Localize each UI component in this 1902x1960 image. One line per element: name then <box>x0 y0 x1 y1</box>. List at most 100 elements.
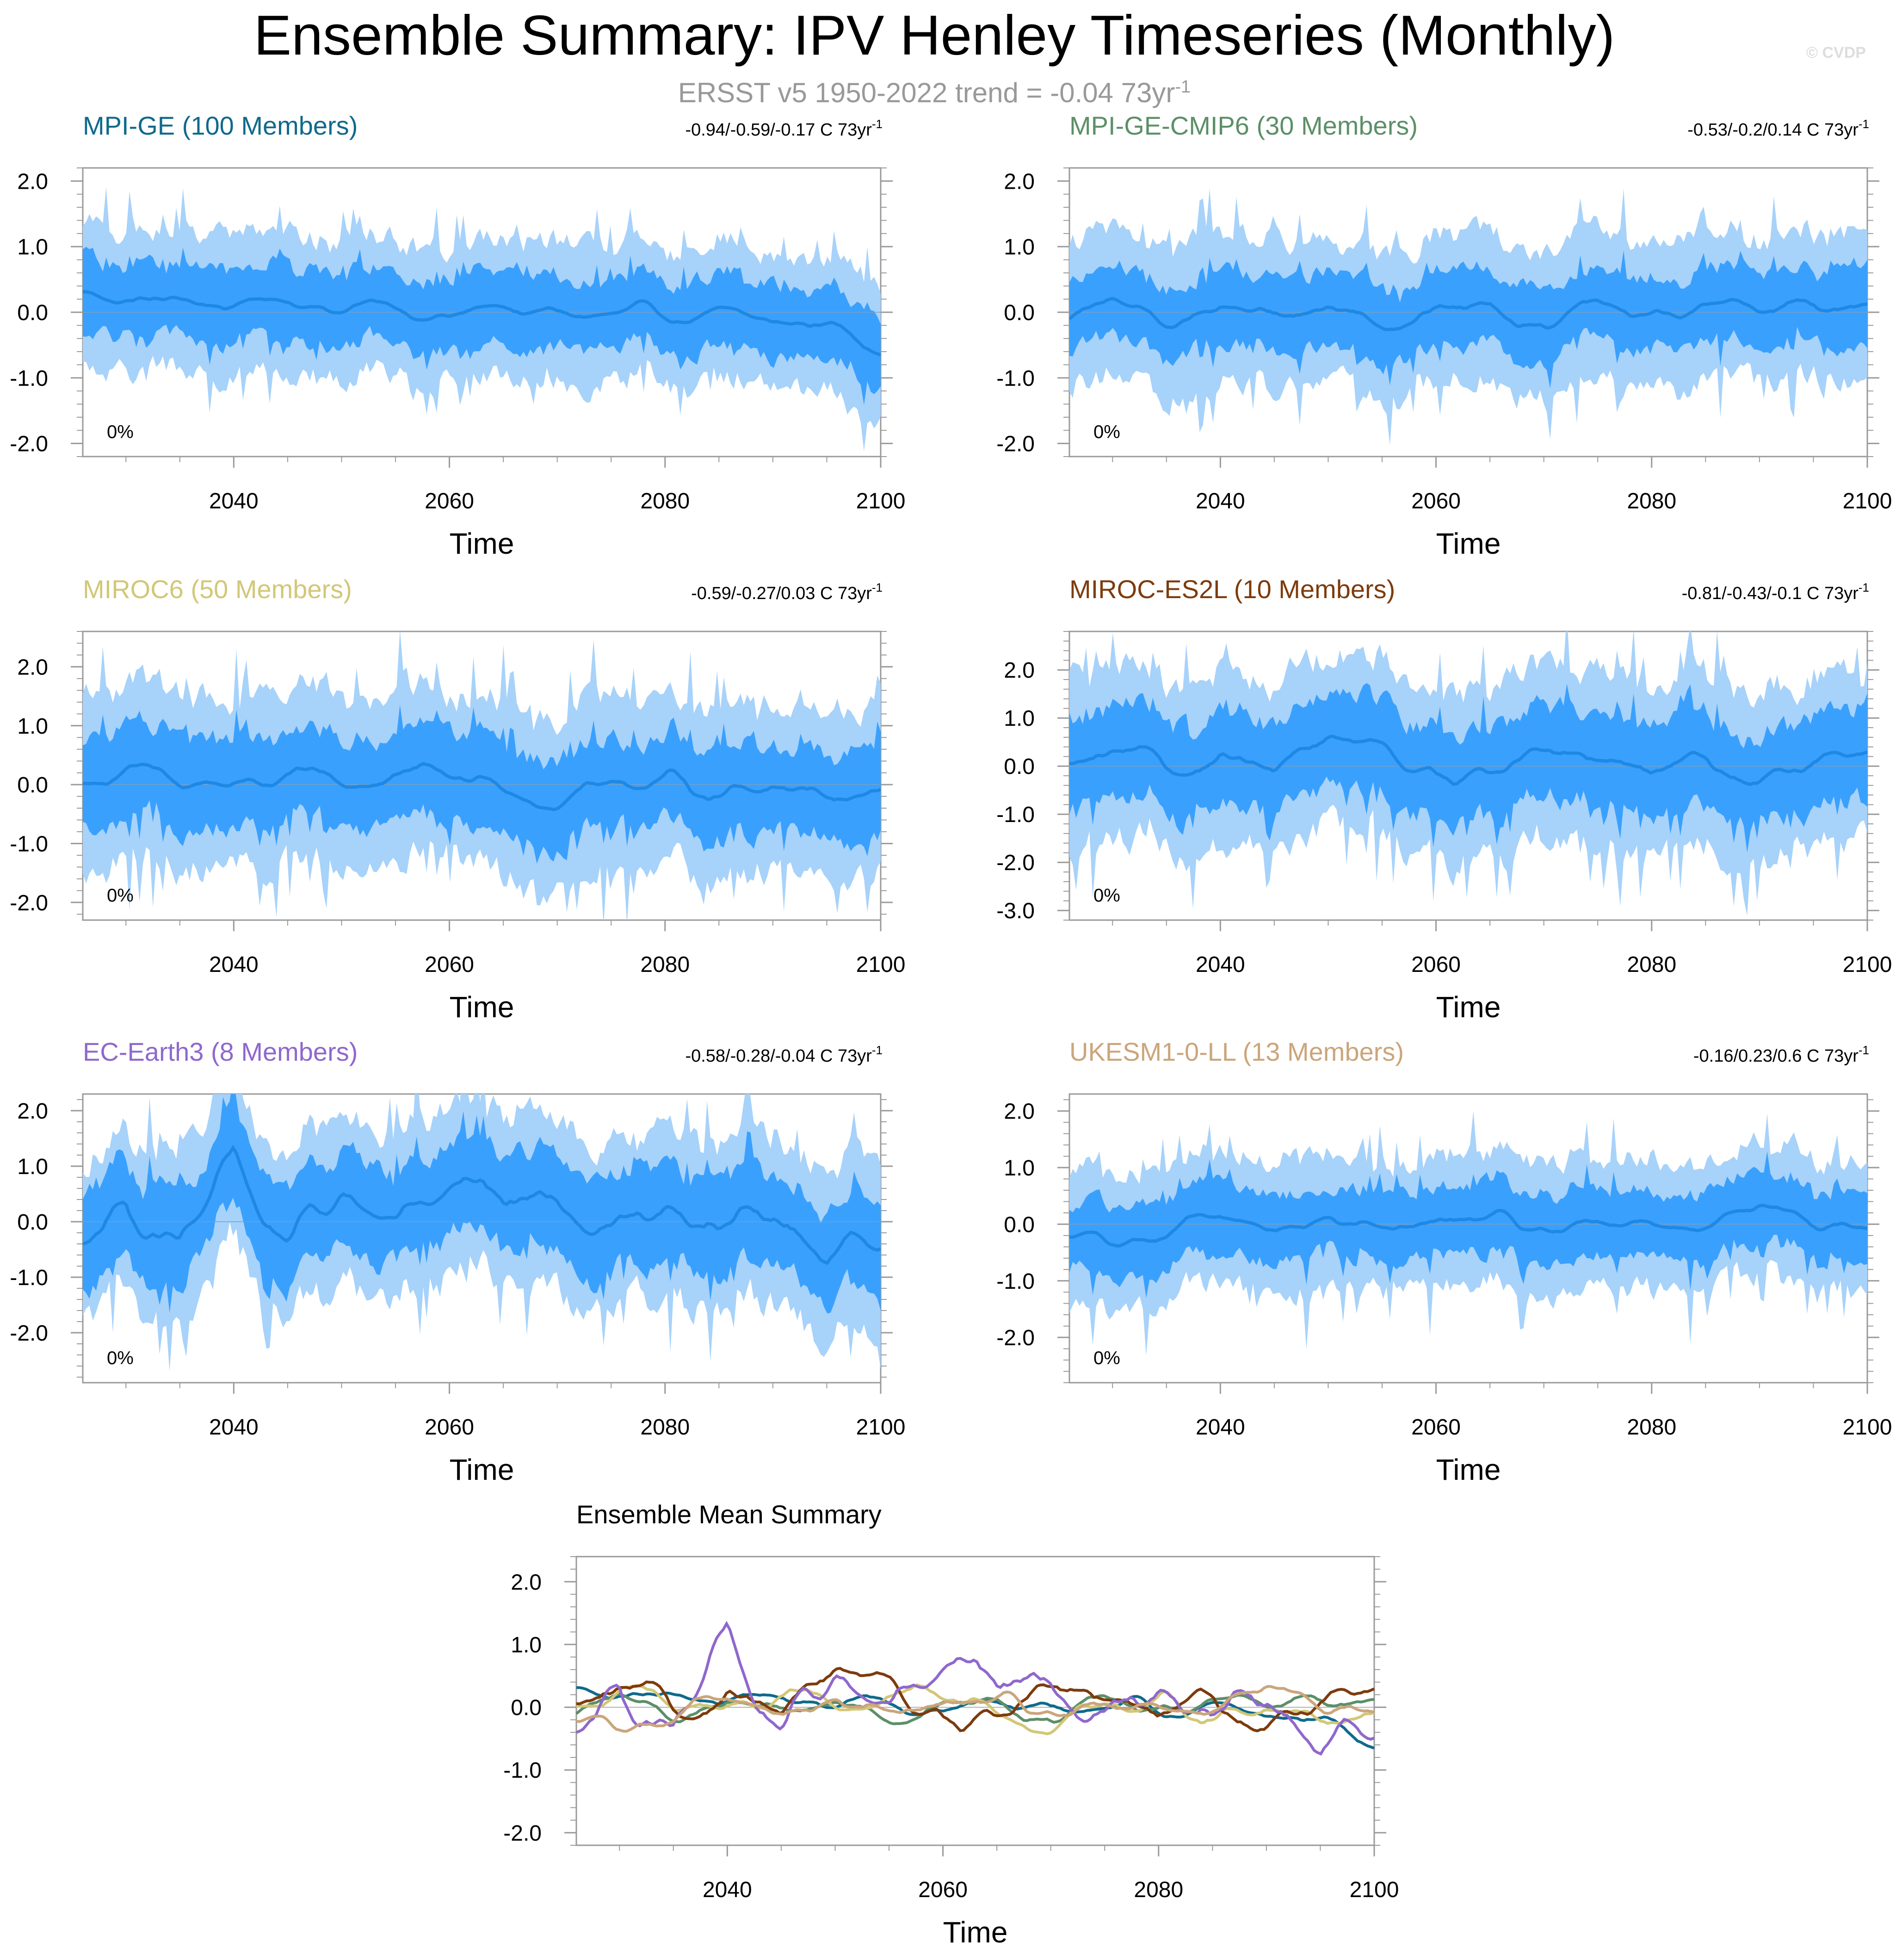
y-tick-label: 1.0 <box>17 714 48 739</box>
x-axis-label: Time <box>450 527 514 560</box>
x-tick-label: 2080 <box>1627 489 1676 513</box>
x-tick-label: 2060 <box>1411 1415 1461 1440</box>
y-tick-label: -1.0 <box>503 1758 542 1783</box>
inner-spread-band <box>83 247 881 405</box>
chart-panel-3: 2.0 1.0 0.0 -1.0 -2.0 -3.0 2040 2060 2080 2100 Tim… <box>996 575 1892 1024</box>
y-tick-label: 1.0 <box>511 1633 542 1657</box>
x-axis-label: Time <box>450 990 514 1024</box>
panel-title: UKESM1-0-LL (13 Members) <box>1069 1037 1404 1066</box>
panel-title: MIROC6 (50 Members) <box>83 575 352 604</box>
panel-trend-text: -0.94/-0.59/-0.17 C 73yr-1 <box>685 117 883 140</box>
y-tick-label: -1.0 <box>996 1269 1035 1294</box>
chart-panel-0: 2.0 1.0 0.0 -1.0 -2.0 2040 2060 2080 2100 Time MPI… <box>10 111 905 560</box>
panel-trend-text: -0.58/-0.28/-0.04 C 73yr-1 <box>685 1043 883 1066</box>
x-axis-label: Time <box>450 1453 514 1486</box>
panel-trend-text: -0.53/-0.2/0.14 C 73yr-1 <box>1687 117 1869 140</box>
y-tick-label: 2.0 <box>17 1099 48 1124</box>
y-tick-label: 1.0 <box>17 235 48 260</box>
y-tick-label: -1.0 <box>996 803 1035 827</box>
x-tick-label: 2060 <box>425 952 474 977</box>
summary-series-miroc6 <box>576 1683 1375 1736</box>
plot-area <box>83 1094 881 1372</box>
y-tick-label: 1.0 <box>17 1155 48 1179</box>
y-tick-label: 2.0 <box>17 169 48 194</box>
x-tick-label: 2100 <box>856 489 906 513</box>
panel-title: MPI-GE-CMIP6 (30 Members) <box>1069 111 1418 140</box>
x-tick-label: 2080 <box>1134 1878 1183 1902</box>
y-tick-label: 2.0 <box>1004 658 1035 683</box>
x-tick-label: 2080 <box>1627 952 1676 977</box>
x-axis-label: Time <box>1436 990 1501 1024</box>
y-tick-label: 1.0 <box>1004 706 1035 731</box>
y-tick-label: -2.0 <box>996 851 1035 875</box>
y-tick-label: 0.0 <box>17 773 48 798</box>
y-tick-label: 0.0 <box>1004 754 1035 779</box>
y-tick-label: -1.0 <box>996 366 1035 391</box>
panel-percent-label: 0% <box>107 885 134 906</box>
x-tick-label: 2040 <box>703 1878 752 1902</box>
y-tick-label: 0.0 <box>17 1210 48 1235</box>
ensemble-mean-line <box>1069 735 1867 786</box>
summary-series-ec-earth3 <box>575 1620 1375 1756</box>
y-tick-label: 2.0 <box>1004 1100 1035 1124</box>
x-axis-label: Time <box>943 1916 1008 1949</box>
y-tick-label: 0.0 <box>1004 1212 1035 1237</box>
panel-title: Ensemble Mean Summary <box>576 1500 882 1529</box>
y-tick-label: 1.0 <box>1004 1156 1035 1181</box>
x-tick-label: 2100 <box>856 1415 906 1440</box>
x-tick-label: 2060 <box>918 1878 968 1902</box>
x-tick-label: 2040 <box>209 1415 259 1440</box>
x-tick-label: 2040 <box>1196 1415 1245 1440</box>
panel-trend-text: -0.59/-0.27/0.03 C 73yr-1 <box>691 581 883 603</box>
y-tick-label: 2.0 <box>17 655 48 680</box>
x-tick-label: 2040 <box>1196 489 1245 513</box>
x-tick-label: 2040 <box>209 489 259 513</box>
y-tick-label: -2.0 <box>503 1821 542 1846</box>
y-tick-label: -1.0 <box>10 832 48 856</box>
x-tick-label: 2080 <box>640 489 690 513</box>
x-tick-label: 2060 <box>1411 952 1461 977</box>
y-tick-label: 1.0 <box>1004 235 1035 260</box>
y-tick-label: -1.0 <box>10 366 48 391</box>
panel-percent-label: 0% <box>1093 1348 1120 1368</box>
y-tick-label: -2.0 <box>10 1321 48 1346</box>
inner-spread-band <box>83 705 881 864</box>
x-axis-label: Time <box>1436 527 1501 560</box>
x-tick-label: 2080 <box>640 952 690 977</box>
outer-spread-band <box>83 1094 881 1372</box>
panel-title: MIROC-ES2L (10 Members) <box>1069 575 1395 604</box>
x-tick-label: 2060 <box>425 1415 474 1440</box>
figure-subtitle: ERSST v5 1950-2022 trend = -0.04 73yr-1 <box>0 77 1869 109</box>
panel-percent-label: 0% <box>107 1348 134 1368</box>
x-axis-label: Time <box>1436 1453 1501 1486</box>
panel-trend-text: -0.16/0.23/0.6 C 73yr-1 <box>1693 1043 1869 1066</box>
inner-spread-band <box>1069 683 1867 853</box>
y-tick-label: -3.0 <box>996 899 1035 923</box>
cvdp-copyright: © CVDP <box>1806 44 1866 62</box>
ensemble-mean-line <box>1069 1204 1867 1248</box>
panel-title: MPI-GE (100 Members) <box>83 111 358 140</box>
subtitle-exponent: -1 <box>1175 77 1191 97</box>
figure-title: Ensemble Summary: IPV Henley Timeseries … <box>253 4 1615 67</box>
summary-series-miroc-es2l <box>576 1667 1375 1732</box>
x-tick-label: 2060 <box>425 489 474 513</box>
plot-area <box>1069 1111 1867 1356</box>
x-tick-label: 2060 <box>1411 489 1461 513</box>
x-tick-label: 2100 <box>1350 1878 1399 1902</box>
panel-percent-label: 0% <box>107 422 134 442</box>
chart-panel-1: 2.0 1.0 0.0 -1.0 -2.0 2040 2060 2080 2100 Time MPI… <box>996 111 1892 560</box>
subtitle-text: ERSST v5 1950-2022 trend = -0.04 73yr <box>678 77 1175 108</box>
y-tick-label: 2.0 <box>511 1570 542 1595</box>
chart-panel-2: 2.0 1.0 0.0 -1.0 -2.0 2040 2060 2080 2100 Time MIR… <box>10 575 905 1024</box>
inner-spread-band <box>1069 1151 1867 1298</box>
plot-frame <box>575 1556 1375 1846</box>
x-tick-label: 2100 <box>1843 952 1892 977</box>
x-tick-label: 2100 <box>856 952 906 977</box>
inner-spread-band <box>1069 250 1867 389</box>
panel-percent-label: 0% <box>1093 422 1120 442</box>
x-tick-label: 2100 <box>1843 1415 1892 1440</box>
ensemble-mean-line <box>1069 297 1867 332</box>
chart-panel-6: 2.0 1.0 0.0 -1.0 -2.0 2040 2060 2080 2100 Time Ens… <box>503 1500 1399 1949</box>
panel-trend-text: -0.81/-0.43/-0.1 C 73yr-1 <box>1682 581 1869 603</box>
